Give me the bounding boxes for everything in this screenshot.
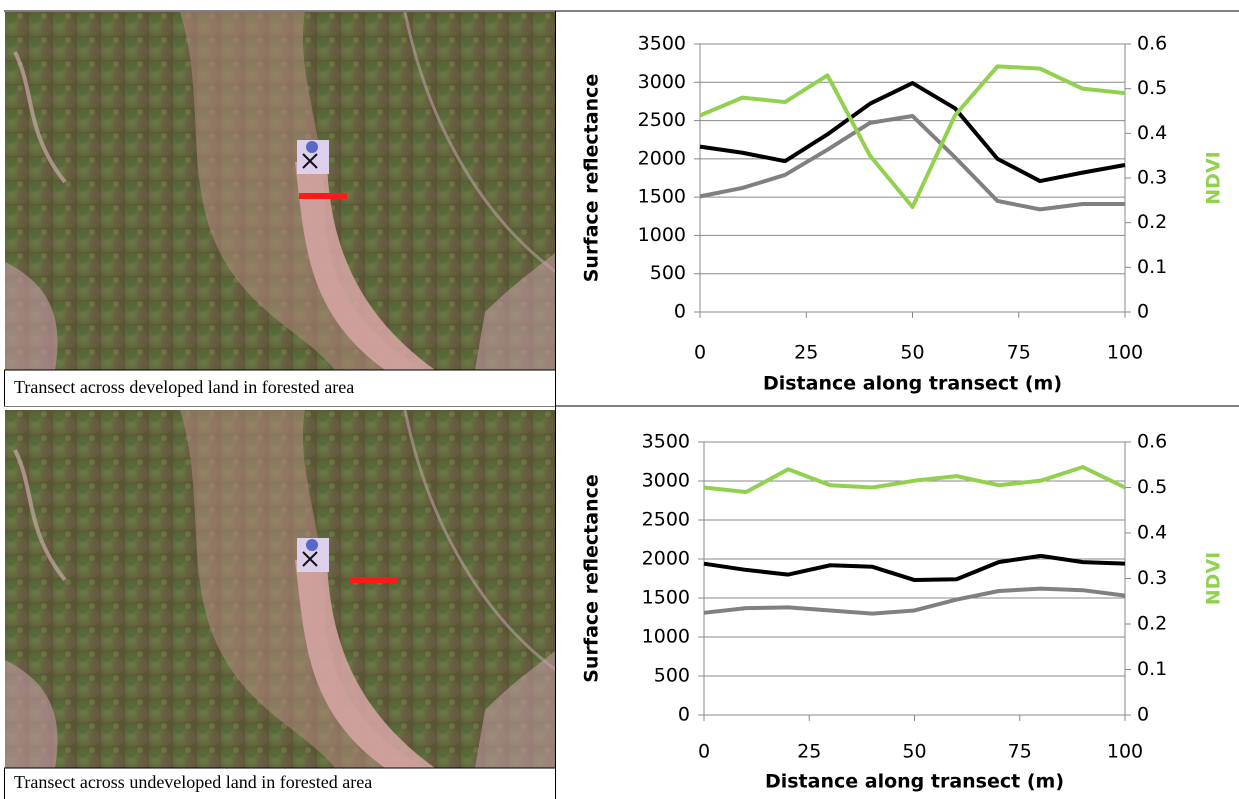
x-tick-label: 0 <box>698 741 710 763</box>
x-tick-label: 25 <box>794 342 818 364</box>
y-tick-label: 500 <box>654 665 690 687</box>
y-tick-label: 3500 <box>642 431 690 453</box>
series-line <box>704 556 1125 580</box>
y2-tick-label: 0 <box>1137 301 1149 323</box>
series-line <box>700 66 1125 207</box>
x-tick-label: 100 <box>1107 342 1143 364</box>
y2-axis-title: NDVI <box>1203 552 1225 605</box>
series-line <box>700 116 1125 209</box>
x-tick-label: 0 <box>694 342 706 364</box>
x-tick-label: 50 <box>902 741 926 763</box>
y2-axis-title: NDVI <box>1203 151 1225 204</box>
series-line <box>704 467 1125 492</box>
y2-tick-label: 0.1 <box>1137 256 1167 278</box>
y2-tick-label: 0.2 <box>1137 211 1167 233</box>
y-tick-label: 2500 <box>642 509 690 531</box>
y2-tick-label: 0.6 <box>1137 33 1167 55</box>
y-tick-label: 0 <box>678 704 690 726</box>
y-tick-label: 500 <box>650 262 686 284</box>
x-axis-title: Distance along transect (m) <box>763 373 1062 395</box>
y2-tick-label: 0.4 <box>1137 122 1167 144</box>
y2-tick-label: 0.6 <box>1137 431 1167 453</box>
x-tick-label: 100 <box>1107 741 1143 763</box>
y-tick-label: 2000 <box>642 548 690 570</box>
y-tick-label: 0 <box>674 301 686 323</box>
y2-tick-label: 0.3 <box>1137 567 1167 589</box>
y-tick-label: 2000 <box>638 147 686 169</box>
y2-tick-label: 0.1 <box>1137 658 1167 680</box>
caption: Transect across developed land in forest… <box>14 377 354 397</box>
y2-tick-label: 0.2 <box>1137 613 1167 635</box>
y-tick-label: 3000 <box>642 470 690 492</box>
y2-tick-label: 0.5 <box>1137 476 1167 498</box>
y2-tick-label: 0.5 <box>1137 77 1167 99</box>
y-tick-label: 1000 <box>638 224 686 246</box>
x-tick-label: 75 <box>1007 342 1031 364</box>
caption: Transect across undeveloped land in fore… <box>14 772 372 792</box>
series-line <box>704 589 1125 614</box>
x-tick-label: 25 <box>797 741 821 763</box>
y2-tick-label: 0.4 <box>1137 522 1167 544</box>
figure: Transect across developed land in forest… <box>0 0 1239 799</box>
y-tick-label: 3000 <box>638 71 686 93</box>
y-tick-label: 1000 <box>642 626 690 648</box>
y-tick-label: 2500 <box>638 109 686 131</box>
x-axis-title: Distance along transect (m) <box>765 771 1064 793</box>
y-tick-label: 1500 <box>638 186 686 208</box>
y-axis-title: Surface reflectance <box>581 74 603 283</box>
y2-tick-label: 0.3 <box>1137 167 1167 189</box>
y-axis-title: Surface reflectance <box>581 474 603 683</box>
satellite-image <box>5 410 556 768</box>
series-line <box>700 83 1125 181</box>
x-tick-label: 50 <box>900 342 924 364</box>
y-tick-label: 1500 <box>642 587 690 609</box>
x-tick-label: 75 <box>1008 741 1032 763</box>
satellite-image <box>5 12 556 370</box>
y-tick-label: 3500 <box>638 33 686 55</box>
y2-tick-label: 0 <box>1137 704 1149 726</box>
